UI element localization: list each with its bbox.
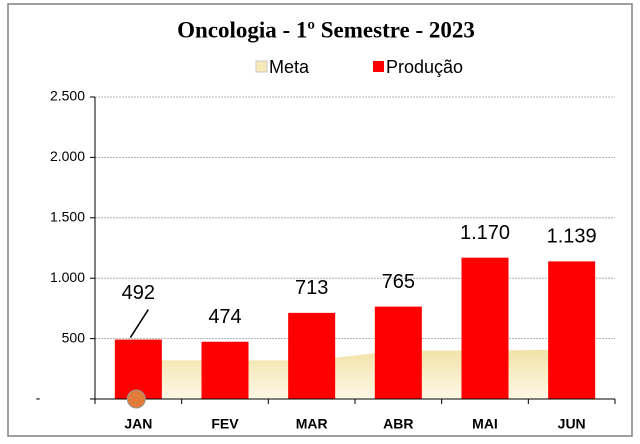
x-tick-label: JUN (558, 416, 586, 432)
bar (461, 257, 509, 399)
chart-title: Oncologia - 1º Semestre - 2023 (177, 17, 475, 42)
bar (288, 312, 336, 399)
bar (374, 306, 422, 399)
x-tick-label: ABR (383, 416, 413, 432)
legend-swatch (255, 60, 268, 73)
legend-label: Produção (386, 57, 463, 77)
y-tick-label: 1.500 (50, 209, 85, 225)
data-label: 474 (208, 306, 241, 328)
bar (548, 261, 596, 399)
x-tick-label: MAI (472, 416, 498, 432)
bar (201, 341, 249, 399)
legend: Meta Produção (255, 57, 463, 77)
y-tick-label: 500 (62, 329, 86, 345)
data-label: 1.170 (460, 222, 510, 244)
x-tick-label: FEV (211, 416, 239, 432)
y-tick-label: 2.500 (50, 88, 85, 104)
legend-swatch (373, 61, 384, 72)
y-tick-label: - (36, 390, 41, 406)
marker (126, 389, 146, 409)
y-tick-label: 2.000 (50, 148, 85, 164)
leader-line (129, 309, 149, 338)
bar (114, 339, 162, 399)
data-label: 1.139 (547, 226, 597, 248)
data-label: 713 (295, 277, 328, 299)
x-tick-label: MAR (296, 416, 328, 432)
data-label: 765 (382, 271, 415, 293)
x-tick-label: JAN (124, 416, 152, 432)
legend-label: Meta (269, 57, 310, 77)
y-tick-label: 1.000 (50, 269, 85, 285)
data-label: 492 (122, 282, 155, 304)
